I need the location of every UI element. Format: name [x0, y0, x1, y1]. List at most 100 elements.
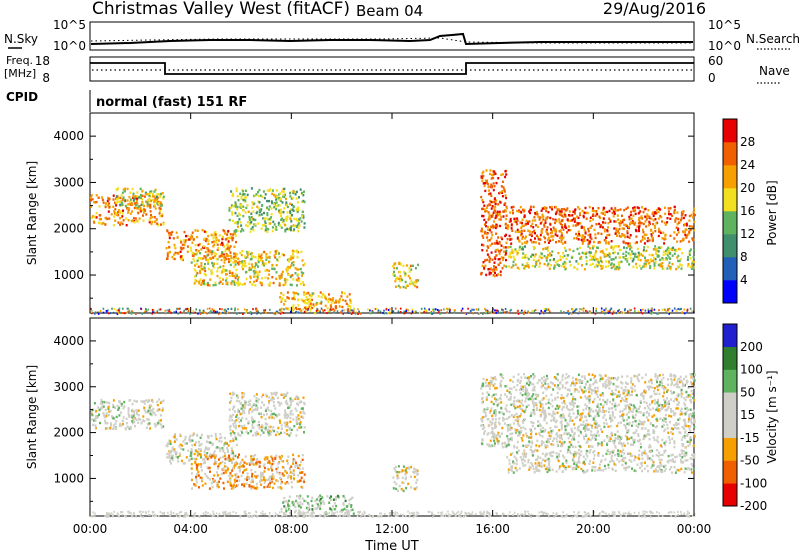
echo-cell — [179, 311, 182, 314]
echo-cell — [243, 282, 246, 286]
echo-cell — [111, 416, 114, 419]
echo-cell — [268, 260, 270, 264]
echo-cell — [215, 461, 218, 464]
velocity-panel: 00:00 04:00 08:00 12:00 16:00 20:00 00:0010002… — [25, 317, 779, 536]
echo-cell — [254, 470, 257, 474]
echo-cell — [286, 421, 289, 424]
echo-cell — [618, 221, 621, 225]
echo-cell — [597, 263, 600, 266]
echo-cell — [316, 507, 318, 510]
echo-cell — [551, 250, 554, 253]
echo-cell — [516, 209, 519, 213]
echo-cell — [214, 281, 217, 284]
echo-cell — [92, 220, 95, 223]
echo-cell — [648, 239, 651, 242]
echo-cell — [241, 263, 244, 266]
echo-cell — [578, 381, 581, 384]
echo-cell — [501, 173, 504, 176]
echo-cell — [214, 231, 217, 234]
echo-cell — [181, 258, 184, 261]
echo-cell — [584, 232, 587, 235]
echo-cell — [266, 268, 269, 272]
echo-cell — [159, 214, 162, 218]
echo-cell — [576, 247, 579, 251]
echo-cell — [487, 228, 490, 231]
echo-cell — [262, 393, 265, 397]
echo-cell — [625, 250, 628, 254]
echo-cell — [236, 205, 239, 208]
echo-cell — [253, 272, 256, 275]
echo-cell — [517, 406, 520, 409]
echo-cell — [319, 497, 322, 501]
echo-cell — [587, 230, 590, 233]
echo-cell — [229, 259, 232, 262]
echo-cell — [286, 462, 289, 465]
echo-cell — [166, 444, 169, 448]
echo-cell — [635, 262, 638, 266]
echo-cell — [547, 398, 550, 401]
echo-cell — [195, 262, 198, 266]
echo-cell — [538, 256, 541, 259]
nsky-panel — [89, 21, 695, 51]
echo-cell — [394, 280, 397, 283]
echo-cell — [693, 207, 695, 210]
echo-cell — [169, 460, 171, 463]
echo-cell — [298, 196, 300, 199]
echo-cell — [433, 310, 435, 313]
echo-cell — [504, 194, 507, 197]
echo-cell — [273, 254, 276, 257]
echo-cell — [264, 224, 267, 228]
echo-cell — [478, 312, 481, 315]
echo-cell — [188, 458, 191, 461]
echo-cell — [277, 396, 279, 400]
echo-cell — [542, 247, 545, 251]
echo-cell — [256, 408, 259, 412]
echo-cell — [540, 411, 543, 414]
echo-cell — [503, 190, 506, 193]
echo-cell — [235, 443, 238, 447]
echo-cell — [588, 205, 591, 209]
echo-cell — [666, 217, 669, 220]
echo-cell — [145, 310, 148, 313]
echo-cell — [218, 282, 221, 285]
echo-cell — [653, 211, 656, 214]
echo-cell — [494, 172, 497, 175]
colorbar-segment — [723, 280, 737, 304]
echo-cell — [636, 206, 639, 209]
echo-cell — [502, 258, 504, 262]
echo-cell — [496, 248, 499, 251]
echo-cell — [233, 274, 236, 278]
echo-cell — [646, 214, 649, 218]
echo-cell — [232, 423, 235, 426]
echo-cell — [269, 425, 272, 429]
echo-cell — [293, 477, 295, 480]
echo-cell — [141, 189, 144, 193]
echo-cell — [275, 263, 278, 267]
echo-cell — [498, 242, 501, 245]
echo-cell — [545, 308, 548, 311]
echo-cell — [309, 302, 312, 305]
echo-cell — [303, 499, 306, 503]
echo-cell — [258, 480, 261, 483]
echo-cell — [157, 202, 160, 205]
beam-label: Beam 04 — [356, 2, 423, 20]
echo-cell — [142, 415, 145, 418]
echo-cell — [634, 255, 636, 258]
echo-cell — [265, 395, 268, 398]
echo-cell — [142, 400, 144, 403]
echo-cell — [597, 241, 600, 244]
echo-cell — [250, 218, 253, 221]
echo-cell — [285, 423, 288, 427]
echo-cell — [280, 480, 283, 484]
echo-cell — [261, 401, 264, 404]
echo-cell — [534, 265, 537, 268]
echo-cell — [228, 474, 231, 477]
echo-cell — [688, 250, 691, 253]
echo-cell — [317, 295, 320, 298]
echo-cell — [231, 211, 234, 214]
echo-cell — [504, 253, 507, 257]
echo-cell — [194, 243, 197, 247]
echo-cell — [290, 480, 293, 484]
echo-cell — [557, 240, 560, 243]
echo-cell — [494, 268, 497, 271]
